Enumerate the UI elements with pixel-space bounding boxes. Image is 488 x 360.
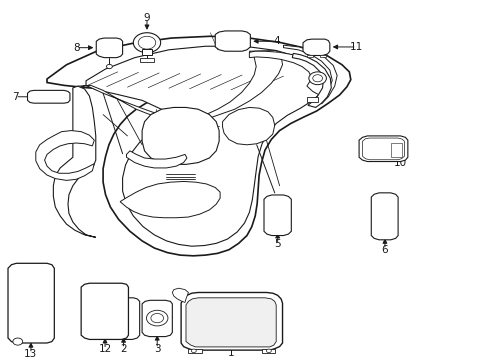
Circle shape (191, 349, 196, 352)
Bar (390, 143, 401, 157)
Text: 13: 13 (24, 349, 38, 359)
Circle shape (266, 349, 271, 352)
Circle shape (133, 33, 160, 53)
Polygon shape (36, 131, 94, 180)
Text: 9: 9 (143, 13, 150, 23)
Circle shape (151, 314, 163, 323)
Polygon shape (142, 300, 172, 337)
Polygon shape (249, 51, 328, 97)
Polygon shape (86, 46, 328, 246)
Polygon shape (142, 107, 219, 165)
Polygon shape (120, 181, 220, 218)
Text: 5: 5 (274, 239, 281, 249)
Text: 10: 10 (393, 158, 407, 168)
Polygon shape (81, 283, 128, 339)
Circle shape (312, 75, 322, 82)
Polygon shape (283, 45, 336, 104)
Bar (261, 349, 275, 353)
Polygon shape (107, 298, 140, 339)
Polygon shape (303, 39, 329, 55)
Polygon shape (73, 50, 282, 120)
Circle shape (13, 338, 22, 345)
Bar (140, 58, 154, 62)
Polygon shape (96, 38, 122, 58)
Polygon shape (370, 193, 397, 240)
Text: 8: 8 (73, 43, 80, 53)
Text: 12: 12 (98, 345, 111, 354)
Polygon shape (47, 36, 350, 256)
Circle shape (308, 72, 326, 85)
Text: 7: 7 (12, 92, 19, 102)
Text: 3: 3 (154, 344, 160, 354)
Text: 1: 1 (227, 348, 234, 358)
Polygon shape (362, 138, 404, 160)
Bar (306, 55, 312, 57)
Polygon shape (8, 263, 54, 343)
Bar (142, 49, 152, 55)
Polygon shape (215, 31, 250, 51)
Text: 2: 2 (120, 344, 126, 354)
Circle shape (146, 310, 167, 326)
Polygon shape (172, 288, 188, 302)
Circle shape (106, 64, 112, 69)
Text: 6: 6 (381, 245, 387, 255)
Polygon shape (53, 86, 96, 237)
Polygon shape (264, 195, 291, 235)
Polygon shape (126, 151, 186, 168)
Bar (188, 349, 202, 353)
Text: 4: 4 (273, 36, 280, 46)
Bar (320, 55, 325, 57)
Text: 11: 11 (349, 42, 363, 52)
Polygon shape (358, 136, 407, 162)
Polygon shape (292, 53, 330, 107)
Polygon shape (222, 107, 274, 145)
Circle shape (138, 36, 156, 49)
Polygon shape (181, 292, 282, 350)
Bar (306, 97, 317, 102)
Polygon shape (185, 298, 276, 347)
Polygon shape (27, 90, 70, 103)
